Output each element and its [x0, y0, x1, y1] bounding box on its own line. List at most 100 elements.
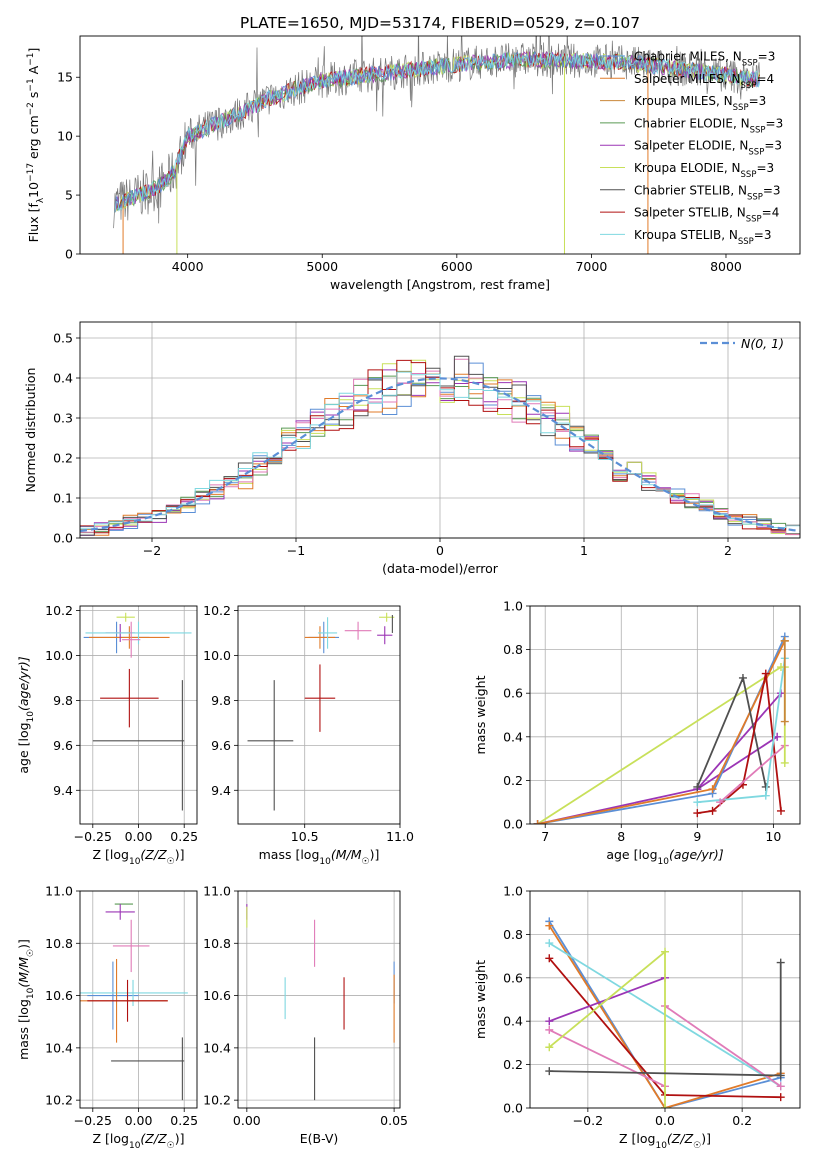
- y-tick-label: 0.0: [503, 1101, 523, 1116]
- y-axis-label: mass weight: [473, 675, 488, 754]
- series-marker: [780, 636, 789, 645]
- x-tick-label: 0.05: [380, 1113, 408, 1128]
- y-tick-label: 10.6: [45, 988, 73, 1003]
- y-tick-label: 9.4: [211, 783, 231, 798]
- y-tick-label: 10.8: [45, 936, 73, 951]
- y-tick-label: 9.4: [53, 783, 73, 798]
- y-tick-label: 9.6: [211, 738, 231, 753]
- y-tick-label: 0: [65, 247, 73, 262]
- series-line: [664, 1005, 782, 1088]
- mass-vs-ebv-plot-area: [246, 904, 395, 1101]
- x-tick-label: 0.00: [233, 1113, 261, 1128]
- legend-label: Salpeter ELODIE, NSSP=3: [634, 139, 782, 158]
- mass-vs-z-panel: −0.25 0.00 0.25 10.2 10.4 10.6 10.8 11.0 Z [log1…: [16, 884, 198, 1152]
- massweight-vs-z-panel: −0.2 0.0 0.2 0.0 0.2 0.4 0.6 0.8 1.0 mass weight Z…: [473, 884, 801, 1151]
- series-marker: [776, 1093, 785, 1102]
- y-tick-label: 0.0: [503, 817, 523, 832]
- series-line: [548, 1029, 666, 1088]
- series-marker: [776, 958, 785, 967]
- series-pink: [661, 1002, 785, 1091]
- series-marker: [693, 798, 702, 807]
- axes-frame: [237, 890, 401, 1109]
- spectrum-plot-area: [113, 36, 761, 254]
- series-line: [548, 925, 781, 1108]
- x-tick-label: 0.25: [170, 1113, 198, 1128]
- y-tick-label: 0.3: [53, 411, 73, 426]
- x-tick-label: 10.5: [291, 829, 319, 844]
- spectrum-panel: 4000 5000 6000 7000 8000 0 5 10 15 wavelength [An…: [26, 35, 801, 292]
- massweight-vs-z-plot-area: [545, 917, 785, 1108]
- x-tick-label: 7: [541, 829, 549, 844]
- x-axis-label: mass [log10(M/M☉)]: [259, 847, 380, 867]
- series-marker: [545, 1043, 554, 1052]
- y-tick-label: 10.8: [203, 936, 231, 951]
- x-tick-label: 0.00: [125, 1113, 153, 1128]
- series-chabrier_stelib: [545, 958, 785, 1080]
- y-tick-label: 10.2: [45, 603, 73, 618]
- y-tick-label: 5: [65, 188, 73, 203]
- errorbar-point: [112, 919, 150, 973]
- y-axis-label: mass [log10(M/M☉)]: [16, 939, 36, 1060]
- x-tick-label: 9: [693, 829, 701, 844]
- errorbar-point: [89, 626, 170, 649]
- y-tick-label: 0.4: [503, 729, 523, 744]
- y-tick-label: 0.2: [53, 451, 73, 466]
- errorbar-point: [85, 621, 192, 645]
- y-tick-label: 10.0: [203, 648, 231, 663]
- x-tick-label: 0.2: [732, 1113, 752, 1128]
- y-tick-label: 9.8: [211, 693, 231, 708]
- y-tick-label: 10.2: [203, 1093, 231, 1108]
- y-tick-label: 11.0: [45, 884, 73, 899]
- series-kroupa_elodie: [545, 947, 669, 1108]
- series-marker: [776, 1071, 785, 1080]
- y-tick-label: 0.0: [53, 531, 73, 546]
- axes-frame: [529, 890, 801, 1109]
- x-tick-label: 8000: [710, 259, 742, 274]
- errorbar-point: [318, 617, 338, 649]
- x-tick-label: 11.0: [386, 829, 414, 844]
- series-marker: [661, 947, 669, 956]
- y-axis-label: Normed distribution: [23, 368, 38, 493]
- x-tick-label: −0.25: [74, 1113, 112, 1128]
- legend-label: Chabrier MILES, NSSP=3: [634, 50, 775, 69]
- y-tick-label: 10.4: [45, 1040, 73, 1055]
- axes-frame: [237, 605, 401, 825]
- errorbar-point: [344, 621, 372, 640]
- errorbar-point: [122, 621, 141, 658]
- y-tick-label: 0.8: [503, 642, 523, 657]
- figure-title: PLATE=1650, MJD=53174, FIBERID=0529, z=0…: [240, 14, 640, 32]
- legend-label: Salpeter STELIB, NSSP=4: [634, 206, 779, 225]
- y-tick-label: 0.5: [53, 331, 73, 346]
- x-tick-label: −1: [287, 543, 305, 558]
- x-axis-label: E(B-V): [300, 1131, 339, 1146]
- series-marker: [693, 782, 702, 791]
- errorbar-point: [377, 626, 393, 645]
- x-tick-label: 0.25: [170, 829, 198, 844]
- series-chabrier_stelib: [693, 673, 770, 791]
- errorbar-point: [100, 668, 159, 728]
- x-tick-label: 1: [580, 543, 588, 558]
- residual-hist-panel: −2 −1 0 1 2 0.0 0.1 0.2 0.3 0.4 0.5 (data-model)/er…: [23, 321, 801, 576]
- residual-hist-plot-area: [80, 355, 800, 538]
- y-tick-label: 1.0: [503, 599, 523, 614]
- series-line: [548, 920, 781, 1108]
- x-axis-label: Z [log10(Z/Z☉)]: [93, 847, 185, 867]
- axes-frame: [79, 890, 198, 1109]
- y-tick-label: 0.1: [53, 491, 73, 506]
- x-axis-label: Z [log10(Z/Z☉)]: [93, 1131, 185, 1151]
- legend-label: Kroupa STELIB, NSSP=3: [634, 228, 772, 247]
- y-tick-label: 15: [57, 70, 73, 85]
- series-line: [719, 744, 786, 803]
- y-axis-label: age [log10(age/yr)]: [16, 656, 36, 773]
- y-tick-label: 10.2: [203, 603, 231, 618]
- x-axis-label: Z [log10(Z/Z☉)]: [619, 1131, 711, 1151]
- errorbar-point: [80, 979, 188, 1007]
- mass-vs-z-plot-area: [80, 903, 188, 1101]
- y-tick-label: 9.8: [53, 693, 73, 708]
- series-marker: [545, 1017, 554, 1026]
- x-tick-label: −2: [143, 543, 161, 558]
- y-tick-label: 0.2: [503, 1057, 523, 1072]
- series-salpeter_elodie: [533, 689, 785, 824]
- legend-label: Chabrier ELODIE, NSSP=3: [634, 116, 783, 135]
